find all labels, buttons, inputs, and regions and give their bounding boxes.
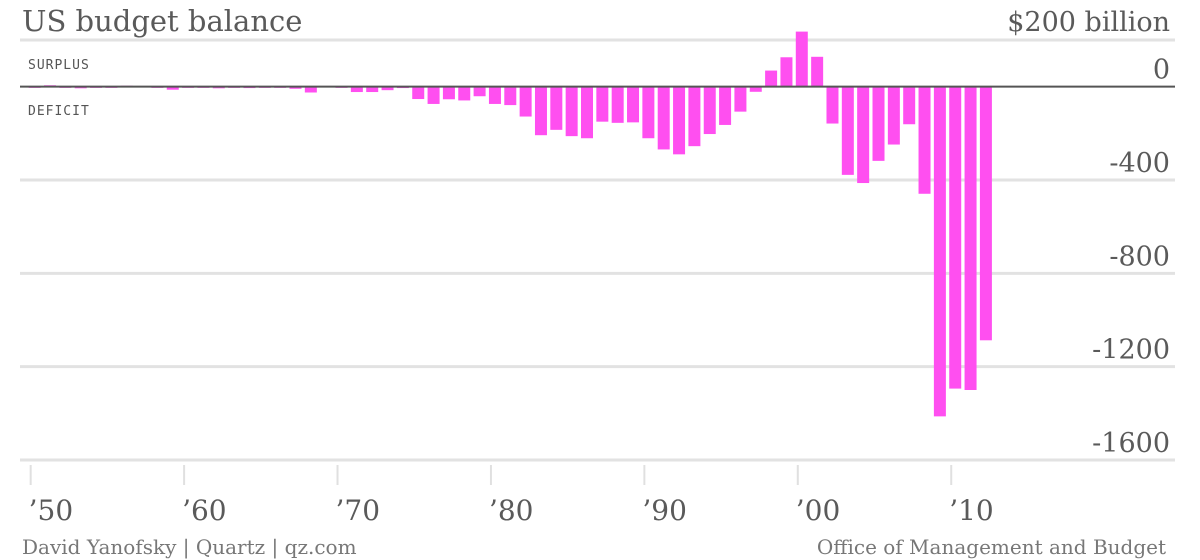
bar-1982 [519, 86, 532, 117]
y-tick-label: -1200 [1092, 335, 1170, 366]
bar-1999 [780, 57, 793, 87]
bar-1981 [504, 86, 517, 106]
bar-2002 [826, 86, 839, 124]
bar-1994 [703, 86, 716, 135]
bar-2000 [795, 31, 808, 87]
bar-1972 [366, 86, 379, 93]
bar-1984 [550, 86, 563, 130]
bar-1990 [642, 86, 655, 139]
bar-1967 [289, 86, 302, 89]
bar-1991 [657, 86, 670, 150]
bar-1977 [442, 86, 455, 100]
bar-1986 [581, 86, 593, 139]
bar-1992 [673, 86, 686, 155]
bar-1975 [412, 86, 425, 100]
x-tick-label: ’70 [336, 494, 381, 527]
bar-2012 [979, 86, 992, 341]
x-tick-label: ’90 [642, 494, 687, 527]
bar-1976 [427, 86, 440, 104]
bar-1978 [458, 86, 471, 101]
x-axis: ’50 ’60 ’70 ’80 ’90 ’00 ’10 [29, 465, 994, 527]
bar-2008 [918, 86, 931, 194]
bar-2011 [964, 86, 977, 391]
bar-1985 [565, 86, 578, 137]
bar-1959 [166, 86, 179, 90]
bar-1993 [688, 86, 701, 147]
bar-1995 [719, 86, 732, 125]
bar-2010 [949, 86, 962, 389]
bar-1996 [734, 86, 747, 112]
x-tick-label: ’60 [182, 494, 227, 527]
bar-2001 [811, 56, 824, 87]
bar-1983 [534, 86, 547, 136]
bar-1998 [765, 70, 778, 87]
bar-1968 [304, 86, 317, 93]
bar-1988 [611, 86, 624, 123]
x-tick-label: ’10 [949, 494, 994, 527]
y-axis-top-label: $200 billion [1007, 7, 1170, 38]
bar-2005 [872, 86, 885, 161]
footer-credit: David Yanofsky | Quartz | qz.com [22, 535, 357, 560]
bar-1979 [473, 86, 486, 97]
bar-2009 [933, 86, 946, 417]
footer-source: Office of Management and Budget [817, 535, 1166, 559]
bar-2006 [887, 86, 900, 145]
y-axis-labels: 0 -400 -800 -1200 -1600 [1092, 55, 1170, 459]
bar-1971 [350, 86, 363, 93]
bar-2003 [841, 86, 854, 175]
bars [28, 31, 992, 417]
bar-1997 [749, 86, 762, 92]
surplus-label: SURPLUS [28, 58, 90, 73]
bar-1973 [381, 86, 394, 91]
bar-2004 [857, 86, 870, 184]
y-tick-label: -400 [1109, 148, 1170, 179]
y-tick-label: -1600 [1092, 428, 1170, 459]
y-tick-label: -800 [1109, 241, 1170, 272]
x-tick-label: ’50 [29, 494, 74, 527]
bar-2007 [903, 86, 916, 125]
deficit-label: DEFICIT [28, 104, 90, 119]
x-tick-label: ’00 [796, 494, 841, 527]
y-tick-label: 0 [1153, 55, 1170, 86]
bar-1980 [488, 86, 501, 104]
bar-1989 [627, 86, 640, 123]
bar-1987 [596, 86, 609, 122]
chart-title: US budget balance [22, 4, 302, 38]
x-tick-label: ’80 [489, 494, 534, 527]
